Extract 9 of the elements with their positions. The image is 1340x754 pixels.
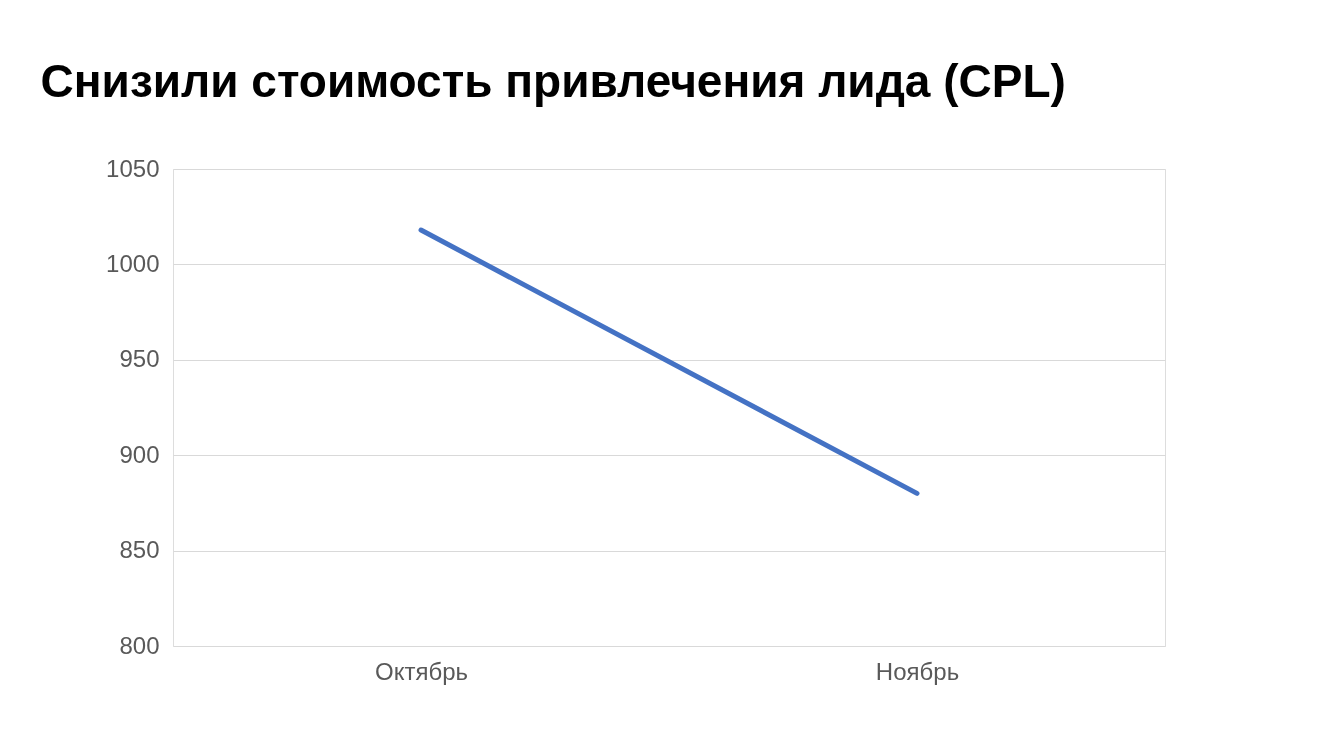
x-tick-label: Октябрь [374, 657, 469, 685]
y-tick-label: 850 [119, 536, 160, 564]
chart-title: Снизили стоимость привлечения лида (CPL) [40, 55, 1066, 107]
y-tick-label: 1050 [106, 154, 160, 182]
y-tick-label: 900 [119, 440, 160, 468]
y-tick-label: 800 [119, 631, 160, 659]
x-tick-label: Ноябрь [875, 657, 960, 685]
y-tick-label: 950 [119, 345, 160, 373]
y-tick-label: 1000 [106, 249, 160, 277]
